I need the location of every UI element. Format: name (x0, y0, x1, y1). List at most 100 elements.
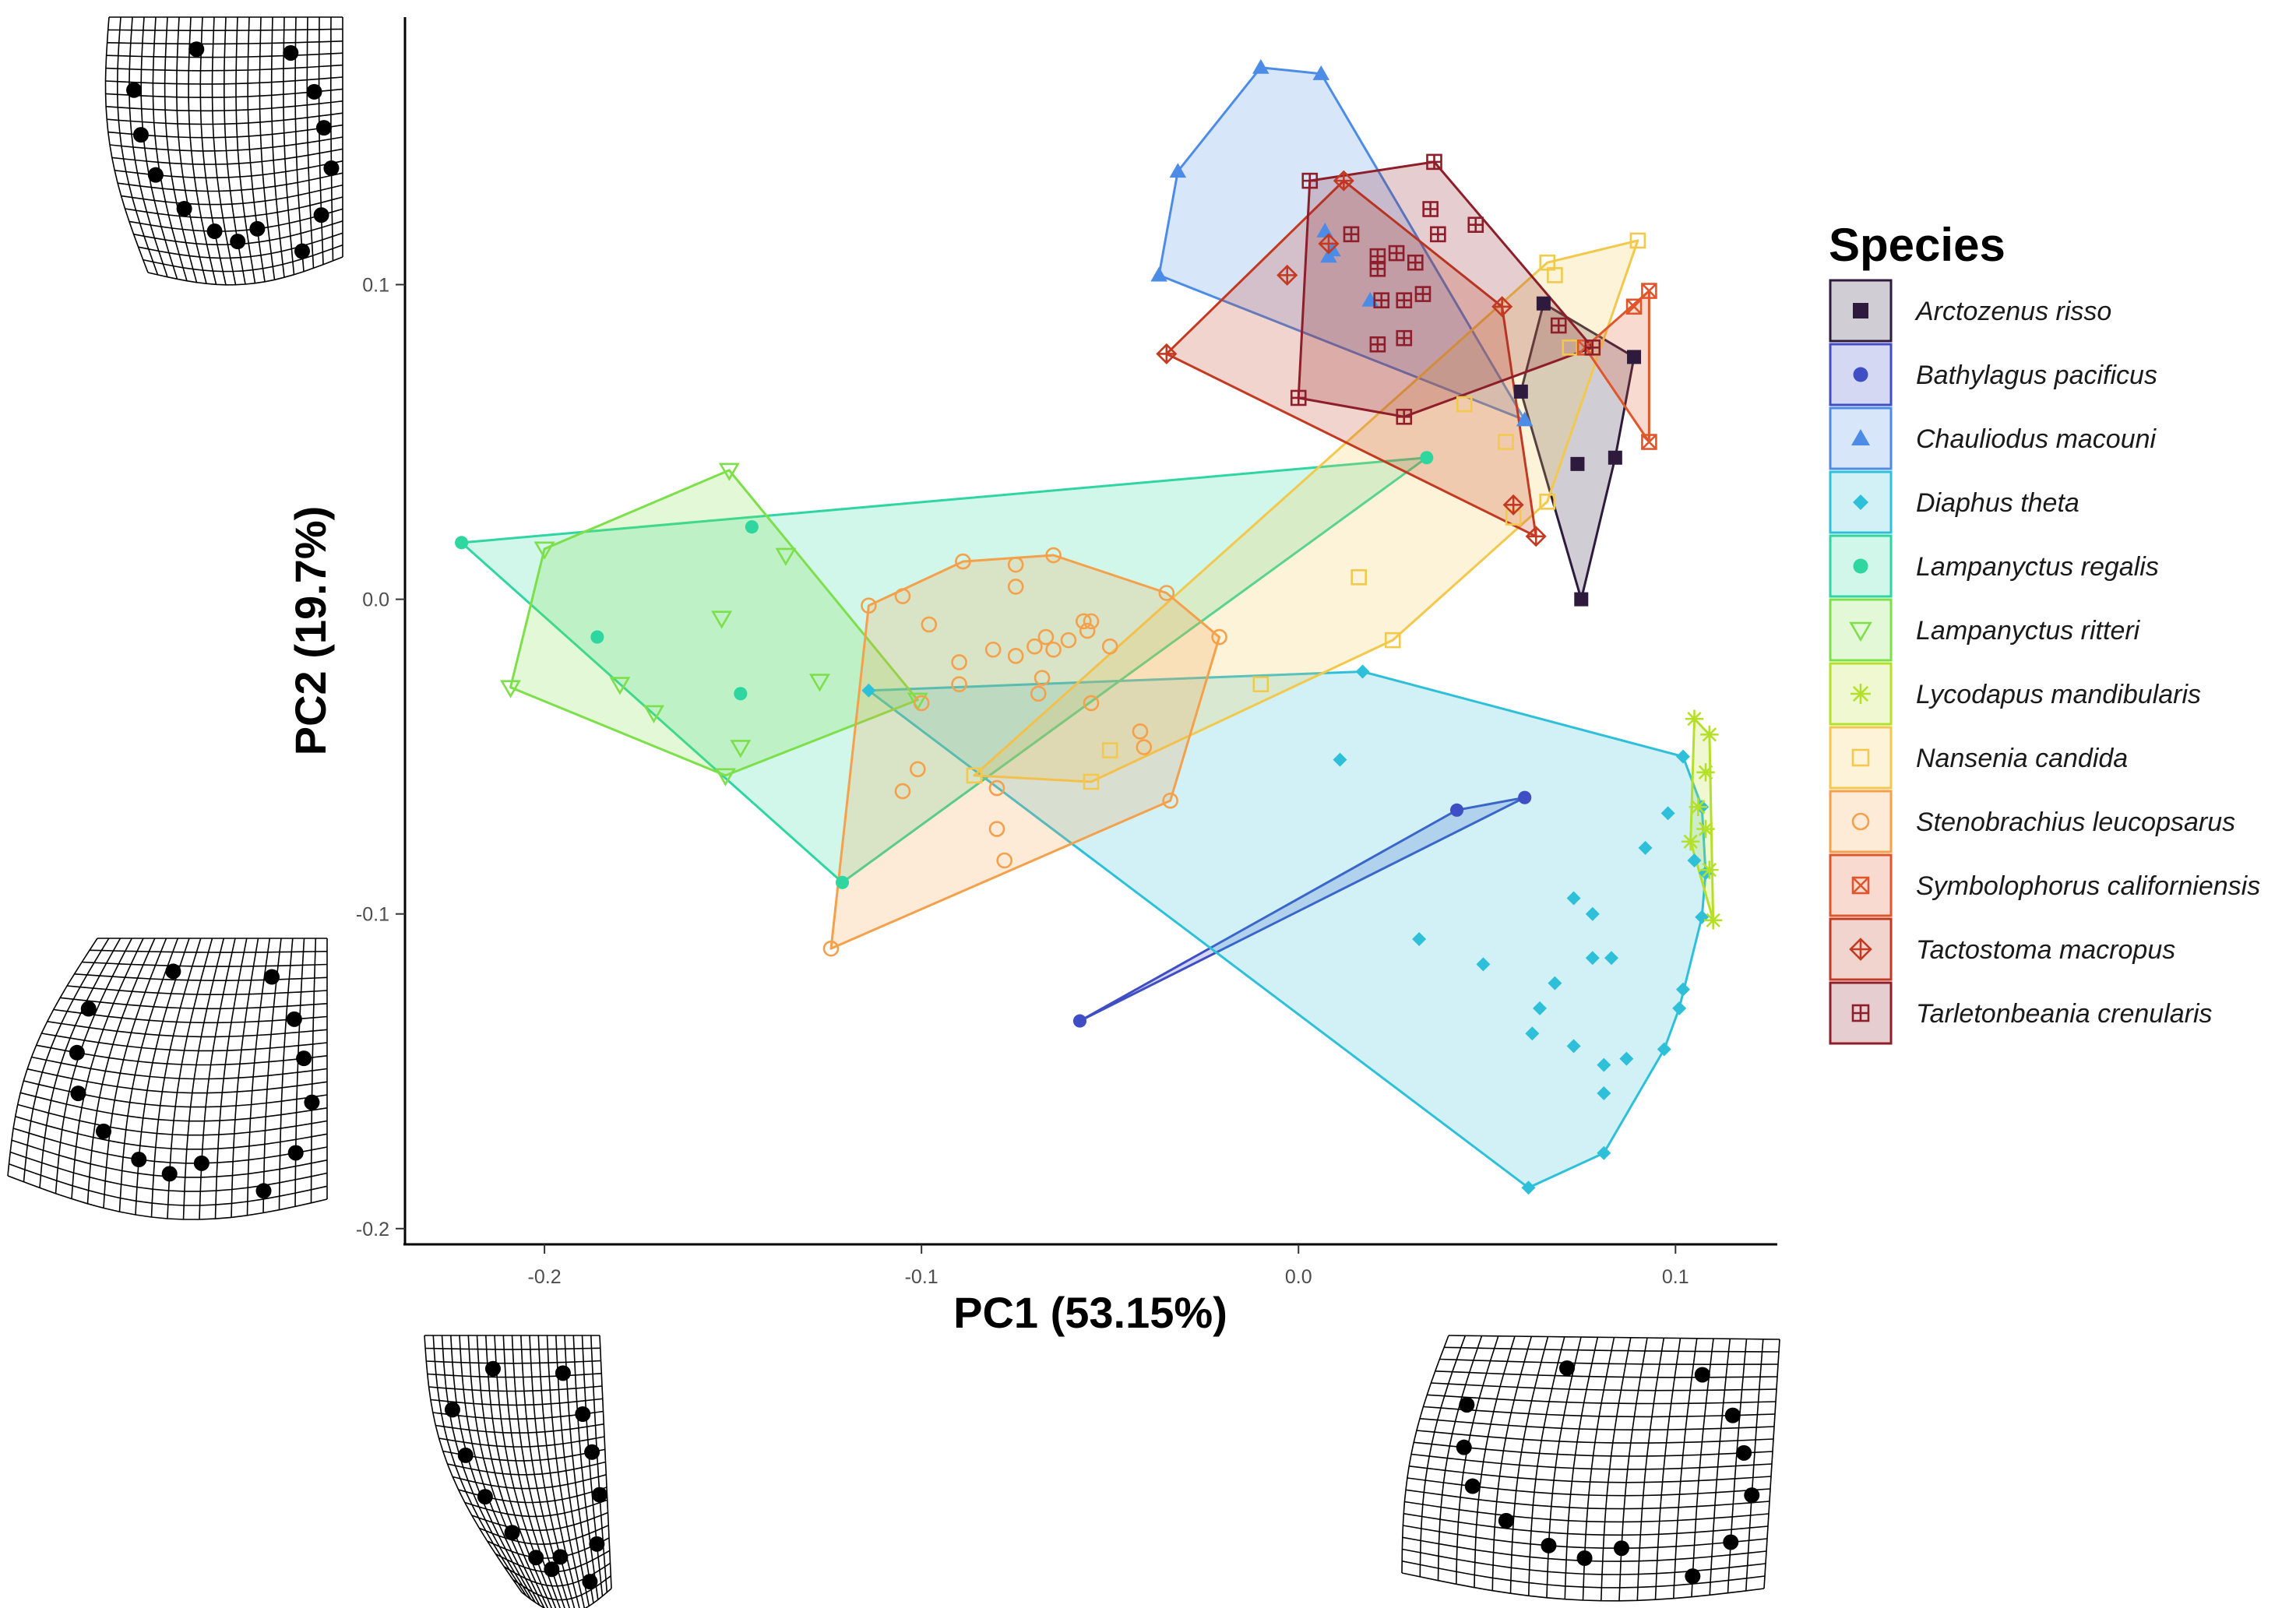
legend-item-tarletonbeania-crenularis: Tarletonbeania crenularis (1829, 981, 2213, 1045)
data-point (1162, 792, 1178, 809)
landmark-point (176, 200, 192, 216)
landmark-point (1736, 1444, 1752, 1461)
landmark-point (484, 1360, 501, 1377)
grid-line (330, 16, 334, 261)
landmark-point (315, 120, 332, 136)
landmark-point (193, 1155, 210, 1171)
data-point (1101, 638, 1118, 655)
data-point (910, 761, 926, 778)
data-point (955, 553, 971, 570)
data-point (1027, 638, 1043, 655)
data-point (966, 767, 983, 784)
landmark-point (1724, 1407, 1741, 1423)
grid-line (143, 244, 343, 273)
data-point (1498, 434, 1514, 450)
data-point (730, 740, 752, 758)
grid-line (1402, 1560, 1766, 1589)
grid-line (138, 232, 343, 259)
grid-line (1654, 1338, 1682, 1600)
grid-line (572, 1335, 599, 1600)
hull-nansenia-candida (973, 239, 1639, 783)
legend-key (1829, 406, 1893, 470)
data-point (1318, 233, 1340, 255)
legend-label: Lampanyctus regalis (1916, 552, 2159, 582)
landmark-point (1464, 1478, 1481, 1494)
landmark-point (575, 1406, 591, 1422)
deformation-grid-top-left (104, 16, 343, 286)
legend-label: Lampanyctus ritteri (1916, 616, 2141, 646)
legend-item-symbolophorus-californiensis: Symbolophorus californiensis (1829, 853, 2260, 917)
data-point (1430, 226, 1446, 243)
grid-line (1410, 1453, 1773, 1470)
x-tick-label: 0.1 (1662, 1266, 1689, 1288)
data-point (1169, 163, 1187, 178)
grid-line (318, 16, 324, 265)
grid-line (147, 256, 343, 286)
data-point (1625, 298, 1643, 315)
grid-line (521, 1588, 612, 1608)
legend-key (1829, 598, 1893, 662)
hull-layer (460, 66, 1715, 1189)
grid-line (7, 1175, 328, 1220)
data-point (1384, 632, 1401, 649)
grid-line (129, 208, 343, 232)
hull-lampanyctus-ritteri (509, 469, 919, 777)
data-point (1150, 266, 1167, 282)
legend-item-nansenia-candida: Nansenia candida (1829, 726, 2128, 790)
data-point (1312, 65, 1330, 80)
grid-line (270, 16, 285, 278)
legend-label: Lycodapus mandibularis (1916, 680, 2201, 709)
landmark-point (1456, 1439, 1472, 1455)
series-arctozenus-risso (1513, 296, 1642, 607)
legend-label: Tactostoma macropus (1916, 935, 2175, 965)
landmark-point (304, 1094, 320, 1110)
landmark-point (249, 220, 266, 237)
grid-line (564, 1335, 594, 1603)
data-point (1456, 396, 1473, 413)
grid-line (262, 938, 282, 1213)
landmark-point (591, 1487, 607, 1503)
data-point (1672, 1001, 1687, 1015)
data-point (996, 852, 1012, 869)
series-lampanyctus-ritteri (500, 463, 928, 786)
grid-line (199, 938, 236, 1220)
grid-line (555, 1335, 590, 1606)
data-point (1597, 1057, 1611, 1072)
landmark-point (552, 1549, 569, 1565)
landmark-point (147, 167, 164, 183)
landmark-point (528, 1550, 544, 1566)
landmark-point (283, 44, 299, 61)
grid-line (1404, 1501, 1770, 1523)
data-point (1518, 790, 1532, 804)
grid-line (1709, 1339, 1731, 1596)
landmark-point (131, 1152, 147, 1168)
grid-line (471, 1511, 608, 1532)
legend-label: Chauliodus macouni (1916, 424, 2157, 454)
data-point (1570, 456, 1585, 471)
grid-line (503, 1562, 611, 1587)
data-point (822, 940, 840, 957)
series-stenobrachius-leucopsarus (822, 547, 1227, 957)
data-point (1045, 641, 1062, 658)
data-point (1407, 254, 1424, 271)
data-point (1132, 723, 1149, 740)
data-point (1076, 613, 1092, 630)
landmark-point (1576, 1550, 1593, 1566)
data-point (1030, 685, 1047, 702)
data-point (1547, 267, 1563, 283)
grid-line (1403, 1525, 1768, 1550)
landmark-point (582, 1574, 598, 1590)
legend-item-bathylagus-pacificus: Bathylagus pacificus (1829, 343, 2157, 406)
data-point (1252, 58, 1269, 74)
legend-key-marker (1849, 938, 1872, 961)
data-point (1619, 1051, 1634, 1066)
data-point (1252, 676, 1269, 692)
data-point (835, 875, 850, 889)
data-point (1373, 292, 1390, 308)
grid-line (310, 938, 317, 1203)
data-point (1660, 806, 1675, 821)
grid-line (259, 16, 276, 280)
data-point (1412, 932, 1427, 947)
series-lampanyctus-regalis (455, 451, 1434, 889)
